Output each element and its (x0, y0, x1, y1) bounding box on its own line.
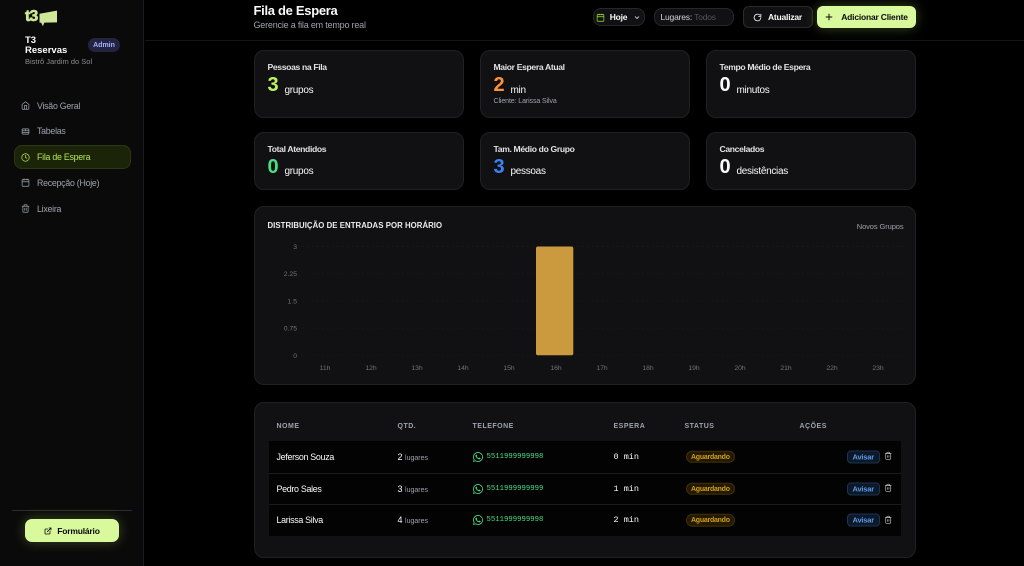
svg-text:2.25: 2.25 (283, 271, 296, 278)
svg-text:13h: 13h (411, 365, 423, 372)
svg-text:22h: 22h (826, 365, 838, 372)
svg-text:19h: 19h (688, 365, 700, 372)
svg-text:21h: 21h (780, 365, 792, 372)
svg-text:15h: 15h (503, 365, 515, 372)
svg-text:1.5: 1.5 (287, 298, 297, 305)
svg-text:0: 0 (293, 352, 297, 359)
svg-text:14h: 14h (457, 365, 469, 372)
svg-text:23h: 23h (872, 365, 884, 372)
svg-text:20h: 20h (734, 365, 746, 372)
svg-text:11h: 11h (319, 365, 330, 372)
svg-text:17h: 17h (596, 365, 608, 372)
svg-text:18h: 18h (642, 365, 654, 372)
svg-text:3: 3 (293, 244, 297, 251)
svg-text:16h: 16h (550, 365, 562, 372)
svg-text:12h: 12h (365, 365, 377, 372)
svg-text:0.75: 0.75 (283, 325, 296, 332)
